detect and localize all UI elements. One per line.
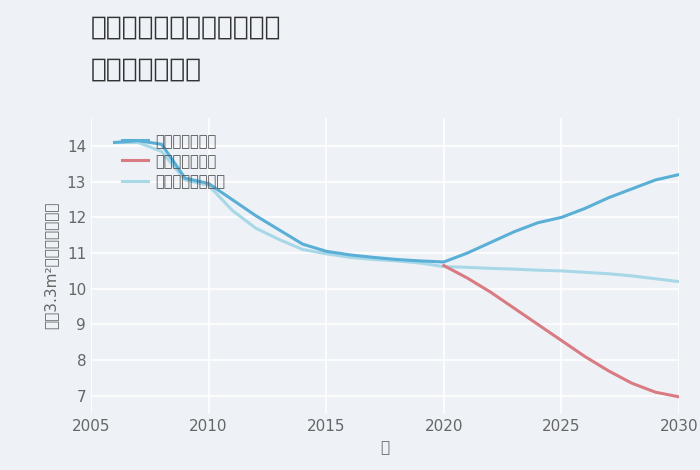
バッドシナリオ	[581, 354, 589, 360]
グッドシナリオ	[204, 180, 213, 186]
Text: 土地の価格推移: 土地の価格推移	[91, 56, 202, 82]
グッドシナリオ	[369, 255, 377, 260]
グッドシナリオ	[651, 177, 659, 183]
ノーマルシナリオ	[675, 279, 683, 284]
グッドシナリオ	[275, 227, 284, 233]
ノーマルシナリオ	[628, 273, 636, 279]
ノーマルシナリオ	[440, 264, 448, 269]
グッドシナリオ	[158, 141, 166, 147]
Text: 三重県津市美杉町石名原の: 三重県津市美杉町石名原の	[91, 14, 281, 40]
ノーマルシナリオ	[228, 207, 237, 213]
ノーマルシナリオ	[533, 267, 542, 273]
ノーマルシナリオ	[204, 182, 213, 188]
グッドシナリオ	[393, 257, 401, 262]
グッドシナリオ	[440, 259, 448, 265]
ノーマルシナリオ	[486, 266, 495, 271]
グッドシナリオ	[228, 197, 237, 203]
Legend: グッドシナリオ, バッドシナリオ, ノーマルシナリオ: グッドシナリオ, バッドシナリオ, ノーマルシナリオ	[122, 133, 225, 189]
グッドシナリオ	[298, 241, 307, 247]
Line: ノーマルシナリオ: ノーマルシナリオ	[115, 142, 679, 282]
グッドシナリオ	[628, 186, 636, 192]
バッドシナリオ	[486, 290, 495, 295]
グッドシナリオ	[251, 213, 260, 219]
ノーマルシナリオ	[298, 247, 307, 252]
グッドシナリオ	[486, 240, 495, 245]
グッドシナリオ	[134, 138, 142, 143]
ノーマルシナリオ	[275, 237, 284, 243]
バッドシナリオ	[675, 394, 683, 399]
グッドシナリオ	[675, 172, 683, 177]
ノーマルシナリオ	[322, 251, 330, 257]
ノーマルシナリオ	[393, 258, 401, 264]
ノーマルシナリオ	[111, 140, 119, 145]
ノーマルシナリオ	[651, 276, 659, 282]
バッドシナリオ	[604, 368, 612, 374]
ノーマルシナリオ	[158, 149, 166, 154]
ノーマルシナリオ	[251, 225, 260, 231]
ノーマルシナリオ	[557, 268, 566, 274]
グッドシナリオ	[510, 229, 519, 235]
グッドシナリオ	[322, 249, 330, 254]
ノーマルシナリオ	[416, 260, 424, 266]
Y-axis label: 坪（3.3m²）単価（万円）: 坪（3.3m²）単価（万円）	[43, 202, 58, 329]
バッドシナリオ	[510, 306, 519, 311]
バッドシナリオ	[440, 263, 448, 268]
グッドシナリオ	[581, 206, 589, 212]
バッドシナリオ	[533, 321, 542, 327]
バッドシナリオ	[463, 275, 472, 281]
Line: バッドシナリオ: バッドシナリオ	[444, 266, 679, 397]
ノーマルシナリオ	[134, 140, 142, 145]
グッドシナリオ	[111, 140, 119, 145]
バッドシナリオ	[651, 389, 659, 395]
グッドシナリオ	[533, 220, 542, 226]
バッドシナリオ	[628, 380, 636, 386]
ノーマルシナリオ	[346, 255, 354, 260]
X-axis label: 年: 年	[380, 440, 390, 454]
Line: グッドシナリオ: グッドシナリオ	[115, 141, 679, 262]
グッドシナリオ	[181, 175, 189, 181]
ノーマルシナリオ	[510, 266, 519, 272]
ノーマルシナリオ	[604, 271, 612, 276]
ノーマルシナリオ	[369, 257, 377, 262]
ノーマルシナリオ	[581, 269, 589, 275]
グッドシナリオ	[346, 252, 354, 258]
ノーマルシナリオ	[181, 177, 189, 183]
ノーマルシナリオ	[463, 265, 472, 270]
グッドシナリオ	[463, 250, 472, 256]
グッドシナリオ	[416, 258, 424, 264]
グッドシナリオ	[604, 195, 612, 201]
バッドシナリオ	[557, 337, 566, 343]
グッドシナリオ	[557, 215, 566, 220]
